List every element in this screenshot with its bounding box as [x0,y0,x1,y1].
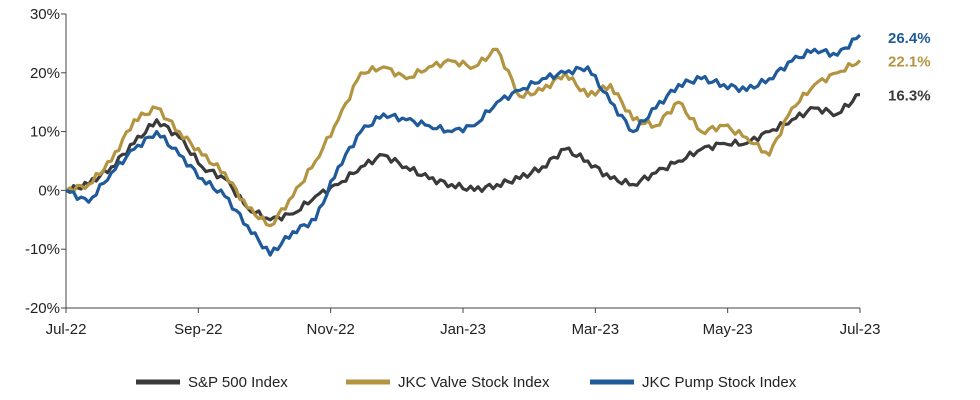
axes [61,13,861,313]
x-tick-label: Jan-23 [440,321,486,338]
y-axis-ticks: 30% 20% 10% 0% -10% -20% [25,6,60,317]
y-tick-label: 0% [38,182,60,199]
x-tick-label: Jul-22 [46,321,87,338]
y-tick-label: 10% [30,124,60,141]
y-tick-label: 20% [30,65,60,82]
end-label-sp500: 16.3% [888,88,931,105]
end-labels: 16.3% 22.1% 26.4% [888,30,931,104]
legend-label-valve: JKC Valve Stock Index [398,374,550,391]
x-axis-ticks: Jul-22 Sep-22 Nov-22 Jan-23 Mar-23 May-2… [46,321,881,338]
series-pump-line [65,34,862,257]
legend-label-pump: JKC Pump Stock Index [642,374,797,391]
series-valve-line [65,47,862,228]
x-tick-label: Nov-22 [306,321,354,338]
series-lines [65,34,862,257]
y-tick-label: 30% [30,6,60,23]
y-tick-label: -10% [25,241,60,258]
x-tick-label: Mar-23 [572,321,620,338]
legend-label-sp500: S&P 500 Index [188,374,288,391]
end-label-pump: 26.4% [888,30,931,47]
legend: S&P 500 Index JKC Valve Stock Index JKC … [136,374,797,391]
x-tick-label: Jul-23 [840,321,881,338]
x-tick-label: May-23 [703,321,753,338]
end-label-valve: 22.1% [888,53,931,70]
y-tick-label: -20% [25,300,60,317]
series-sp500-line [65,93,861,222]
x-tick-label: Sep-22 [174,321,222,338]
